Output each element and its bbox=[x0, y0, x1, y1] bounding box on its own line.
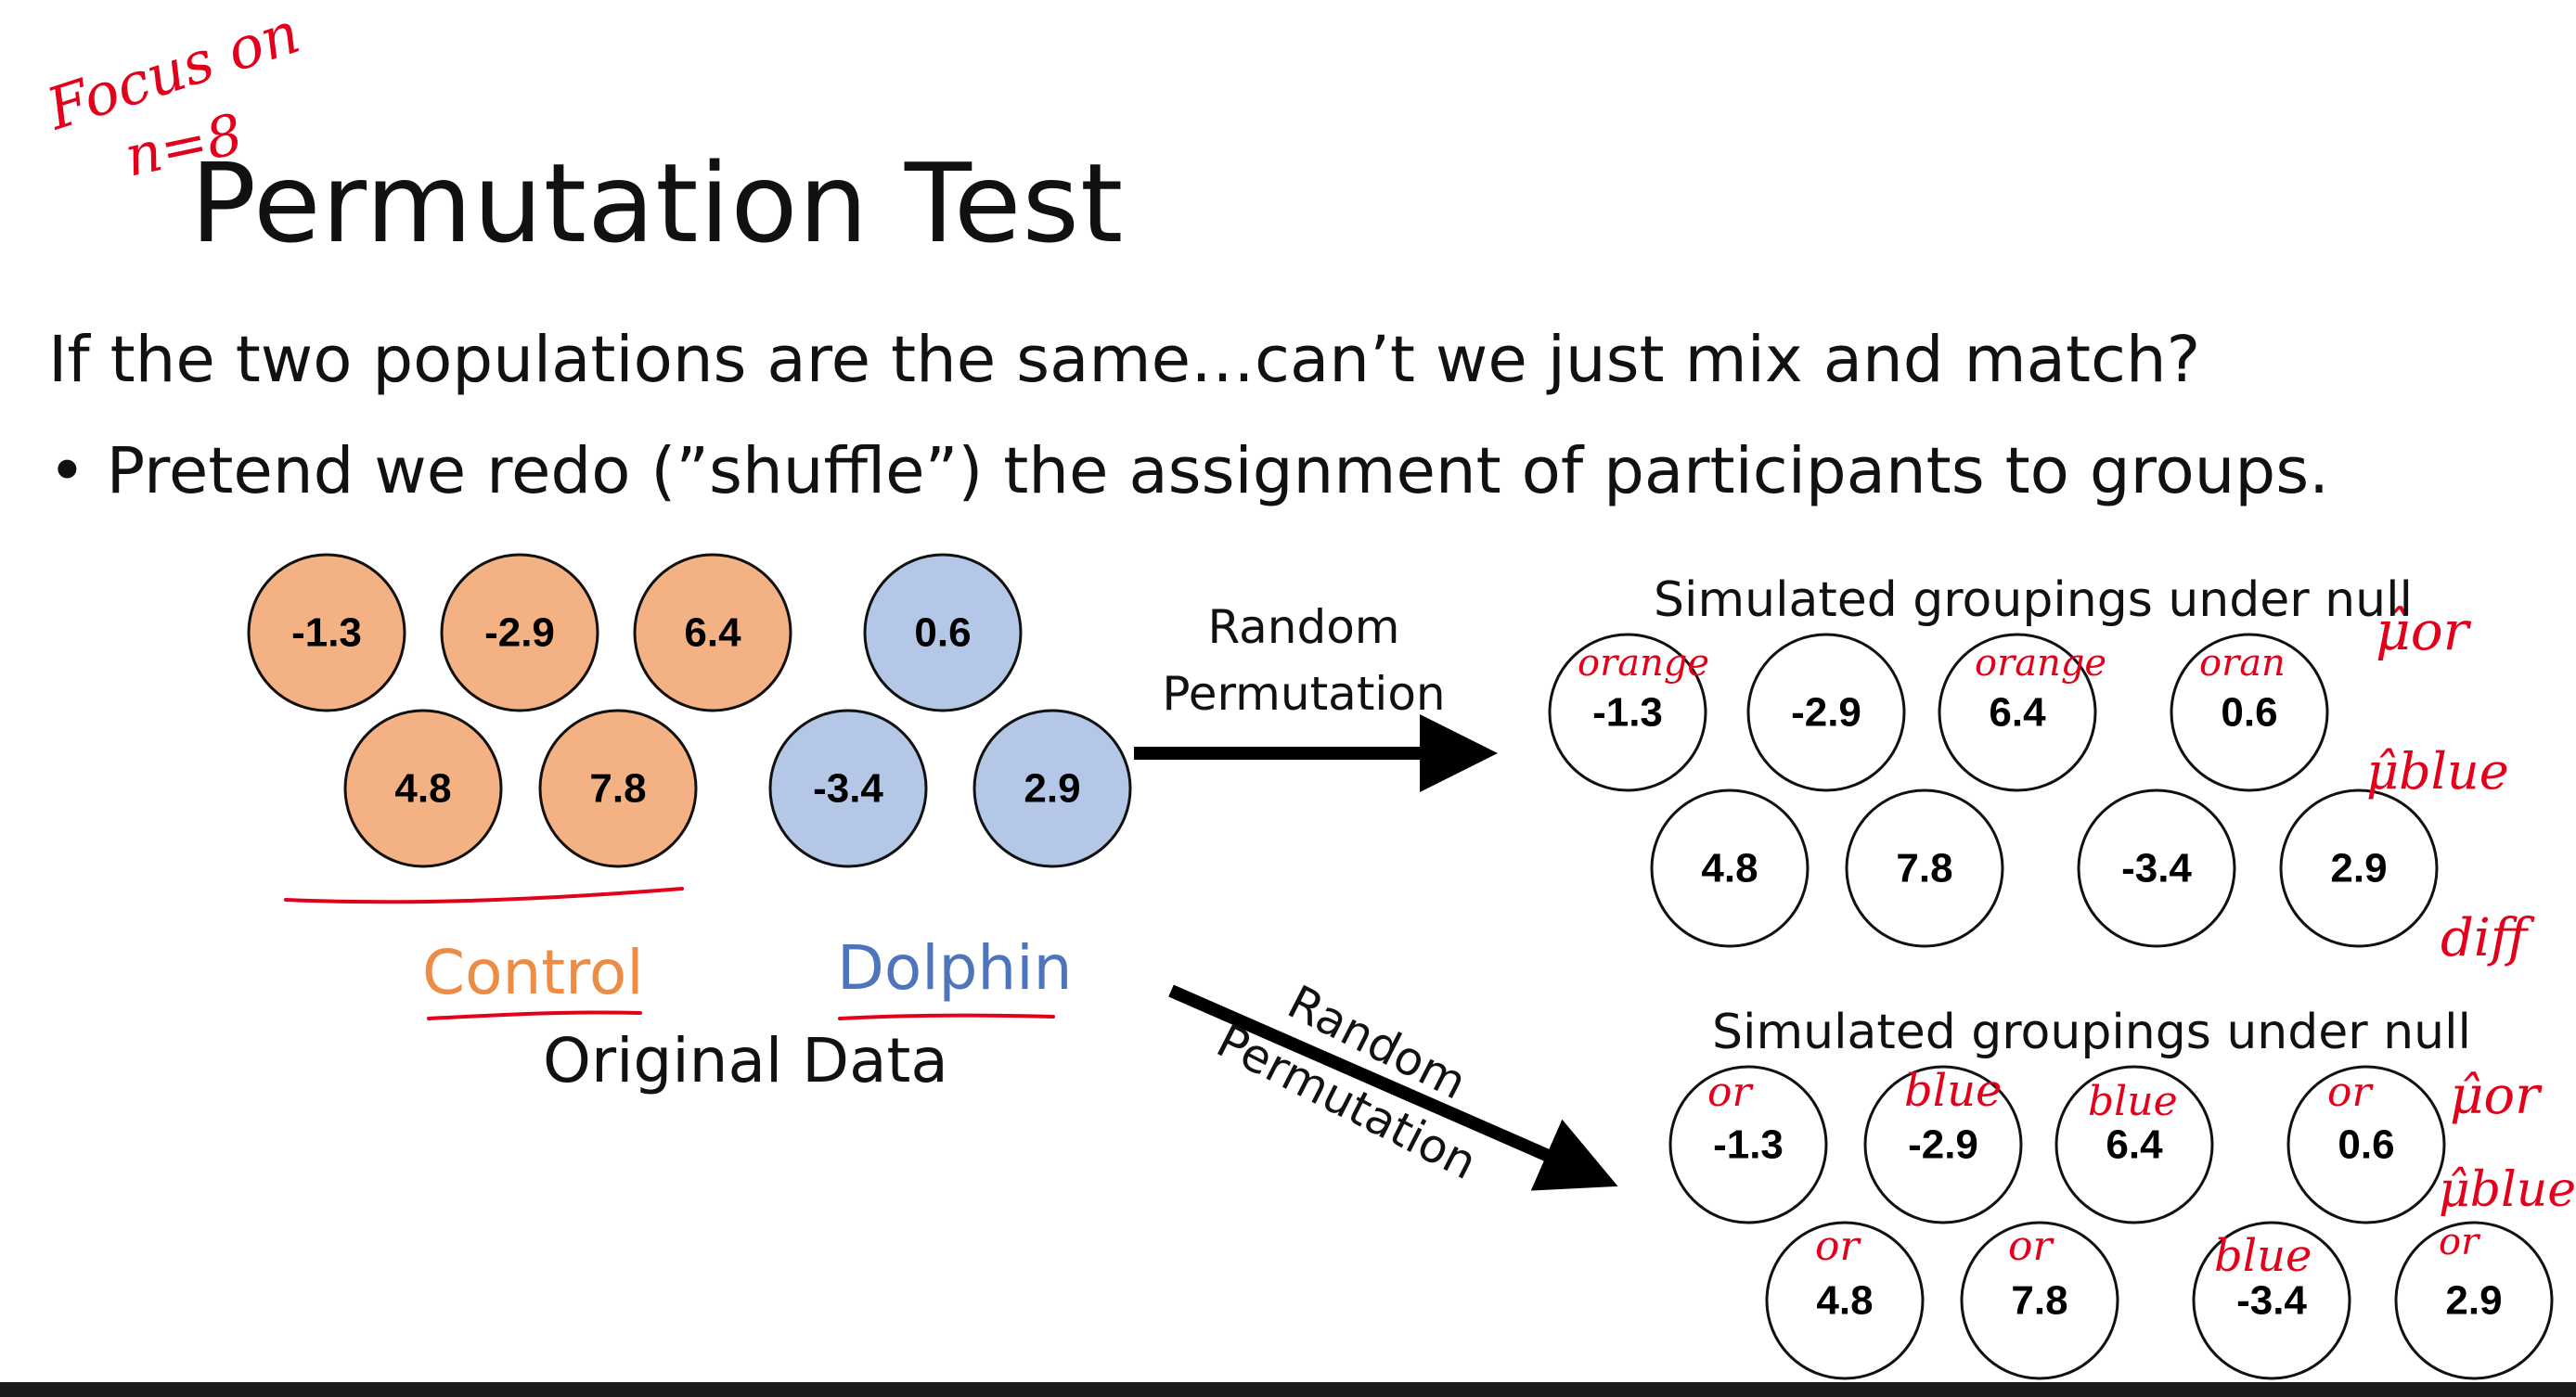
control-circle: 4.8 bbox=[343, 709, 503, 868]
sim1-value: 2.9 bbox=[2330, 846, 2387, 891]
simulation-2-circles: -1.3 -2.9 6.4 0.6 4.8 7.8 -3.4 2.9 bbox=[1668, 1065, 2554, 1380]
sim2-annotation: or bbox=[1815, 1223, 1861, 1270]
control-label: Control bbox=[422, 937, 644, 1008]
bullet-point: • Pretend we redo (”shuffle”) the assign… bbox=[48, 434, 2330, 508]
sim1-value: 0.6 bbox=[2221, 690, 2277, 736]
sim1-annotation: orange bbox=[1578, 642, 1709, 685]
original-data-label: Original Data bbox=[543, 1025, 948, 1096]
underline-dolphin-label bbox=[838, 1013, 1055, 1020]
dolphin-value: 2.9 bbox=[1024, 766, 1080, 812]
sim1-annotation: oran bbox=[2199, 642, 2286, 685]
control-circle: 7.8 bbox=[538, 709, 698, 868]
sim2-value: 6.4 bbox=[2106, 1122, 2163, 1168]
note-mu-or-2: μ̂or bbox=[2450, 1066, 2543, 1126]
underline-control-label bbox=[427, 1010, 642, 1020]
sim2-circle: -1.3 bbox=[1668, 1065, 1828, 1224]
underline-control-group bbox=[284, 887, 684, 904]
note-diff: diff bbox=[2441, 908, 2535, 968]
sim2-circle: 0.6 bbox=[2286, 1065, 2446, 1224]
dolphin-circle: -3.4 bbox=[768, 709, 928, 868]
dolphin-value: 0.6 bbox=[914, 610, 971, 656]
sim1-circle: 4.8 bbox=[1650, 788, 1810, 948]
sim1-value: 4.8 bbox=[1701, 846, 1758, 891]
sim2-circle: -2.9 bbox=[1863, 1065, 2023, 1224]
note-mu-blue-2: μ̂blue bbox=[2439, 1162, 2576, 1218]
random-permutation-label-top: Random Permutation bbox=[1137, 594, 1471, 727]
sim2-circle: 4.8 bbox=[1765, 1221, 1925, 1380]
sim2-circle: 2.9 bbox=[2394, 1221, 2554, 1380]
control-value: -2.9 bbox=[484, 610, 555, 656]
sim1-value: 7.8 bbox=[1896, 846, 1952, 891]
original-control-circles: -1.3 -2.9 6.4 4.8 7.8 bbox=[247, 553, 792, 868]
simulation-2-title: Simulated groupings under null bbox=[1712, 1005, 2471, 1060]
simulation-1-title: Simulated groupings under null bbox=[1654, 572, 2413, 628]
sim1-circle: -2.9 bbox=[1746, 633, 1906, 792]
sim1-circle: 0.6 bbox=[2170, 633, 2329, 792]
sim2-value: -1.3 bbox=[1713, 1122, 1784, 1168]
note-mu-or-1: μ̂or bbox=[2376, 599, 2472, 662]
caption-bar bbox=[0, 1382, 2576, 1397]
dolphin-circle: 0.6 bbox=[863, 553, 1023, 712]
headline-question: If the two populations are the same…can’… bbox=[48, 323, 2201, 397]
control-value: 7.8 bbox=[589, 766, 646, 812]
dolphin-value: -3.4 bbox=[813, 766, 883, 812]
sim1-value: -2.9 bbox=[1791, 690, 1861, 736]
sim2-annotation: blue bbox=[2088, 1078, 2178, 1125]
simulation-1-circles: -1.3 -2.9 6.4 0.6 4.8 7.8 -3.4 2.9 bbox=[1548, 633, 2439, 948]
sim1-circle: -3.4 bbox=[2077, 788, 2236, 948]
sim2-annotation: or bbox=[2439, 1221, 2481, 1263]
control-value: 4.8 bbox=[394, 766, 451, 812]
sim2-value: 0.6 bbox=[2338, 1122, 2394, 1168]
dolphin-label: Dolphin bbox=[837, 932, 1073, 1004]
sim2-circle: 7.8 bbox=[1960, 1221, 2119, 1380]
sim2-annotation: or bbox=[1707, 1069, 1754, 1116]
control-circle: -2.9 bbox=[440, 553, 599, 712]
control-circle: 6.4 bbox=[633, 553, 792, 712]
sim1-value: 6.4 bbox=[1989, 690, 2046, 736]
sim2-annotation: or bbox=[2008, 1223, 2054, 1270]
control-value: 6.4 bbox=[684, 610, 741, 656]
sim1-circle: 2.9 bbox=[2279, 788, 2439, 948]
control-circle: -1.3 bbox=[247, 553, 406, 712]
sim1-circle: -1.3 bbox=[1548, 633, 1707, 792]
sim1-value: -1.3 bbox=[1592, 690, 1663, 736]
sim2-value: 7.8 bbox=[2011, 1278, 2067, 1324]
control-value: -1.3 bbox=[291, 610, 362, 656]
arrow-to-simulation-2 bbox=[1168, 984, 1618, 1191]
sim1-circle: 6.4 bbox=[1938, 633, 2097, 792]
original-dolphin-circles: 0.6 -3.4 2.9 bbox=[768, 553, 1132, 868]
note-mu-blue-1: μ̂blue bbox=[2366, 742, 2509, 801]
perm-top-line1: Random bbox=[1207, 600, 1400, 654]
sim2-value: -2.9 bbox=[1908, 1122, 1978, 1168]
sim2-value: -3.4 bbox=[2236, 1278, 2307, 1324]
dolphin-circle: 2.9 bbox=[972, 709, 1132, 868]
perm-top-line2: Permutation bbox=[1162, 667, 1446, 721]
sim2-annotation: blue bbox=[1904, 1065, 2002, 1117]
sim2-circle: 6.4 bbox=[2054, 1065, 2214, 1224]
sim2-value: 4.8 bbox=[1816, 1278, 1873, 1324]
slide-title: Permutation Test bbox=[190, 139, 1125, 267]
sim1-value: -3.4 bbox=[2121, 846, 2192, 891]
sim2-annotation: blue bbox=[2214, 1230, 2312, 1282]
sim2-circle: -3.4 bbox=[2192, 1221, 2351, 1380]
sim2-annotation: or bbox=[2327, 1069, 2374, 1116]
sim1-circle: 7.8 bbox=[1845, 788, 2004, 948]
sim1-annotation: orange bbox=[1975, 642, 2106, 685]
sim2-value: 2.9 bbox=[2445, 1278, 2502, 1324]
